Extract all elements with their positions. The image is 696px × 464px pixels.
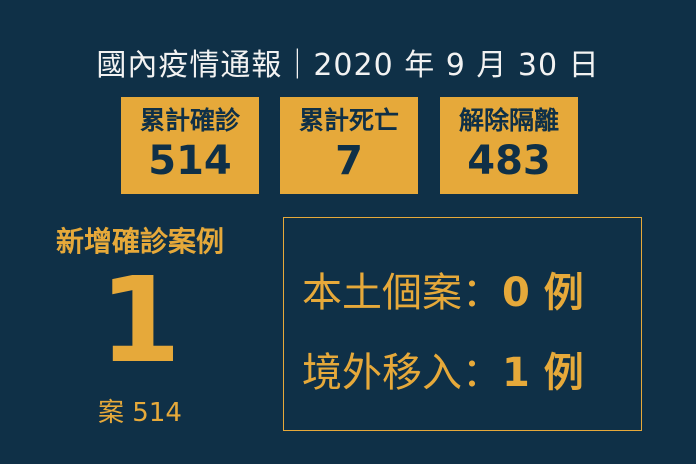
- stat-total-confirmed: 累計確診 514: [121, 97, 259, 194]
- case-id: 案 514: [98, 398, 182, 428]
- local-cases-value: 0 例: [502, 270, 584, 316]
- breakdown-box: 本土個案：0 例 境外移入：1 例: [283, 217, 642, 431]
- report-title: 國內疫情通報｜2020 年 9 月 30 日: [96, 48, 600, 83]
- imported-cases-value: 1 例: [502, 350, 584, 396]
- stat-total-deaths: 累計死亡 7: [280, 97, 418, 194]
- stat-value: 483: [467, 138, 551, 184]
- imported-cases-label: 境外移入：: [302, 350, 502, 396]
- stat-released: 解除隔離 483: [440, 97, 578, 194]
- new-cases-label: 新增確診案例: [55, 225, 224, 258]
- imported-cases-row: 境外移入：1 例: [302, 340, 584, 398]
- stat-label: 累計死亡: [298, 106, 399, 135]
- stat-label: 解除隔離: [458, 106, 559, 135]
- stat-value: 7: [335, 138, 363, 184]
- stat-value: 514: [148, 138, 232, 184]
- new-cases-count: 1: [98, 251, 182, 389]
- local-cases-label: 本土個案：: [302, 270, 502, 316]
- local-cases-row: 本土個案：0 例: [302, 260, 584, 318]
- stat-label: 累計確診: [139, 106, 240, 135]
